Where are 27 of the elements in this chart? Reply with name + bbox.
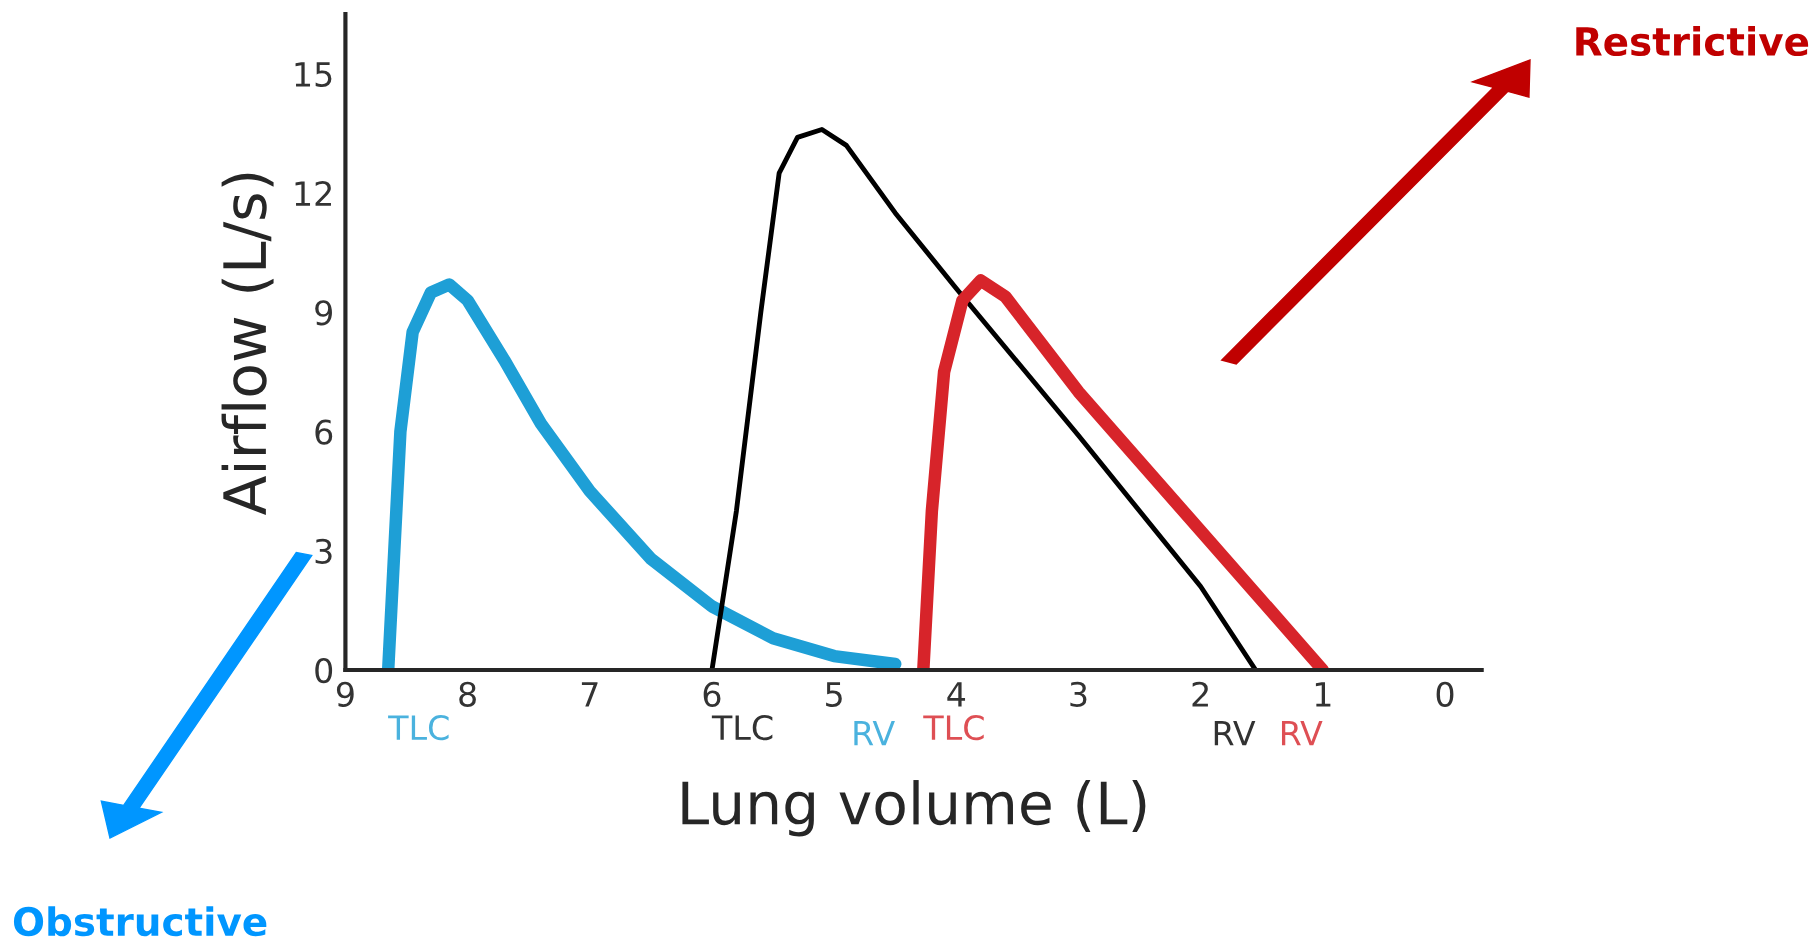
annotation: TLC (923, 715, 984, 741)
text: Obstructive (13, 906, 267, 937)
x-tick-label: 8 (459, 681, 476, 707)
x-tick-label: 3 (1070, 681, 1087, 707)
annotation: RV (1281, 721, 1323, 746)
y-tick-label: 15 (295, 62, 332, 87)
y-tick-label: 3 (315, 538, 332, 564)
y-tick-label: 12 (295, 180, 331, 206)
x-tick-label: 0 (1436, 681, 1454, 707)
y-tick-label: 0 (315, 657, 333, 684)
x-axis-title: Lung volume (L) (682, 780, 1146, 837)
line-series (709, 127, 1259, 670)
x-tick-label: 2 (1192, 681, 1208, 707)
annotation: RV (854, 721, 895, 746)
y-tick-label: 9 (315, 300, 332, 326)
x-tick-label: 7 (581, 682, 598, 707)
text: Restrictive (1576, 26, 1809, 57)
y-axis-title: Airflow (L/s) (221, 173, 274, 516)
x-tick-label: 1 (1315, 682, 1331, 707)
annotation: TLC (388, 715, 449, 741)
x-tick-label: 6 (703, 681, 721, 707)
annotation: RV (1214, 721, 1256, 746)
x-tick-label: 4 (947, 682, 966, 707)
y-tick-label: 6 (315, 419, 333, 445)
x-tick-label: 5 (826, 682, 842, 707)
annotation: TLC (711, 715, 773, 741)
x-tick-label: 9 (336, 681, 354, 707)
